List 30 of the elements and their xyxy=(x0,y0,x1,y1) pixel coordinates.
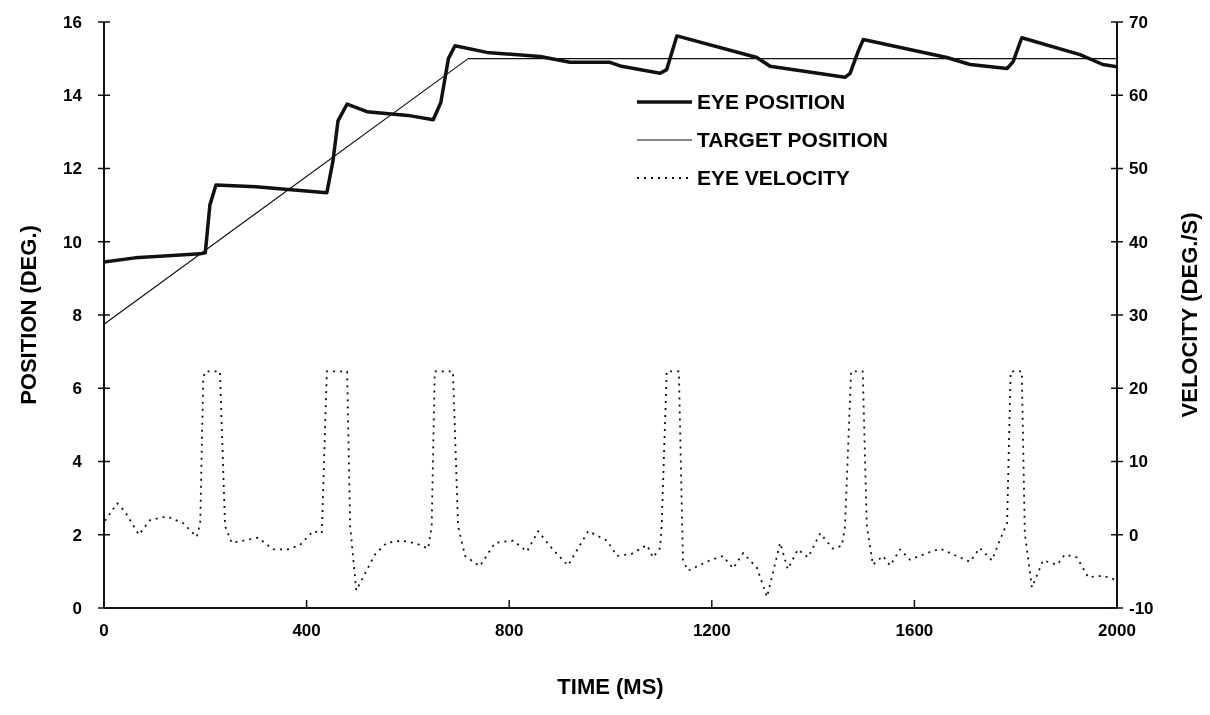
x-tick-label: 800 xyxy=(495,621,524,640)
x-tick-label: 1200 xyxy=(692,621,731,640)
y-tick-label: 0 xyxy=(72,598,82,618)
y-tick-label: 10 xyxy=(63,232,82,252)
y-tick-label: 14 xyxy=(63,86,83,106)
y2-tick-label: -10 xyxy=(1129,598,1154,618)
x-axis-title: TIME (MS) xyxy=(557,674,664,699)
x-tick-label: 2000 xyxy=(1098,621,1136,640)
y-tick-label: 2 xyxy=(72,525,82,545)
y2-tick-label: 50 xyxy=(1129,159,1148,179)
y2-tick-label: 20 xyxy=(1129,379,1148,399)
y-tick-label: 16 xyxy=(63,12,82,32)
y-axis-title: POSITION (DEG.) xyxy=(16,225,41,405)
legend-label: EYE VELOCITY xyxy=(697,166,850,190)
y-tick-label: 12 xyxy=(63,159,82,179)
y-tick-label: 6 xyxy=(72,379,82,399)
y2-axis-title: VELOCITY (DEG./S) xyxy=(1177,212,1202,418)
legend-label: EYE POSITION xyxy=(697,90,846,114)
x-tick-label: 400 xyxy=(292,621,321,640)
x-tick-label: 0 xyxy=(99,621,109,640)
legend-label: TARGET POSITION xyxy=(697,128,888,152)
y2-tick-label: 70 xyxy=(1129,12,1148,32)
x-tick-label: 1600 xyxy=(895,621,934,640)
y2-tick-label: 30 xyxy=(1129,305,1148,325)
y2-tick-label: 0 xyxy=(1129,525,1139,545)
y-tick-label: 4 xyxy=(72,452,83,472)
y-tick-label: 8 xyxy=(72,305,82,325)
y2-tick-label: 40 xyxy=(1129,232,1148,252)
y2-tick-label: 10 xyxy=(1129,452,1148,472)
y2-tick-label: 60 xyxy=(1129,86,1148,106)
